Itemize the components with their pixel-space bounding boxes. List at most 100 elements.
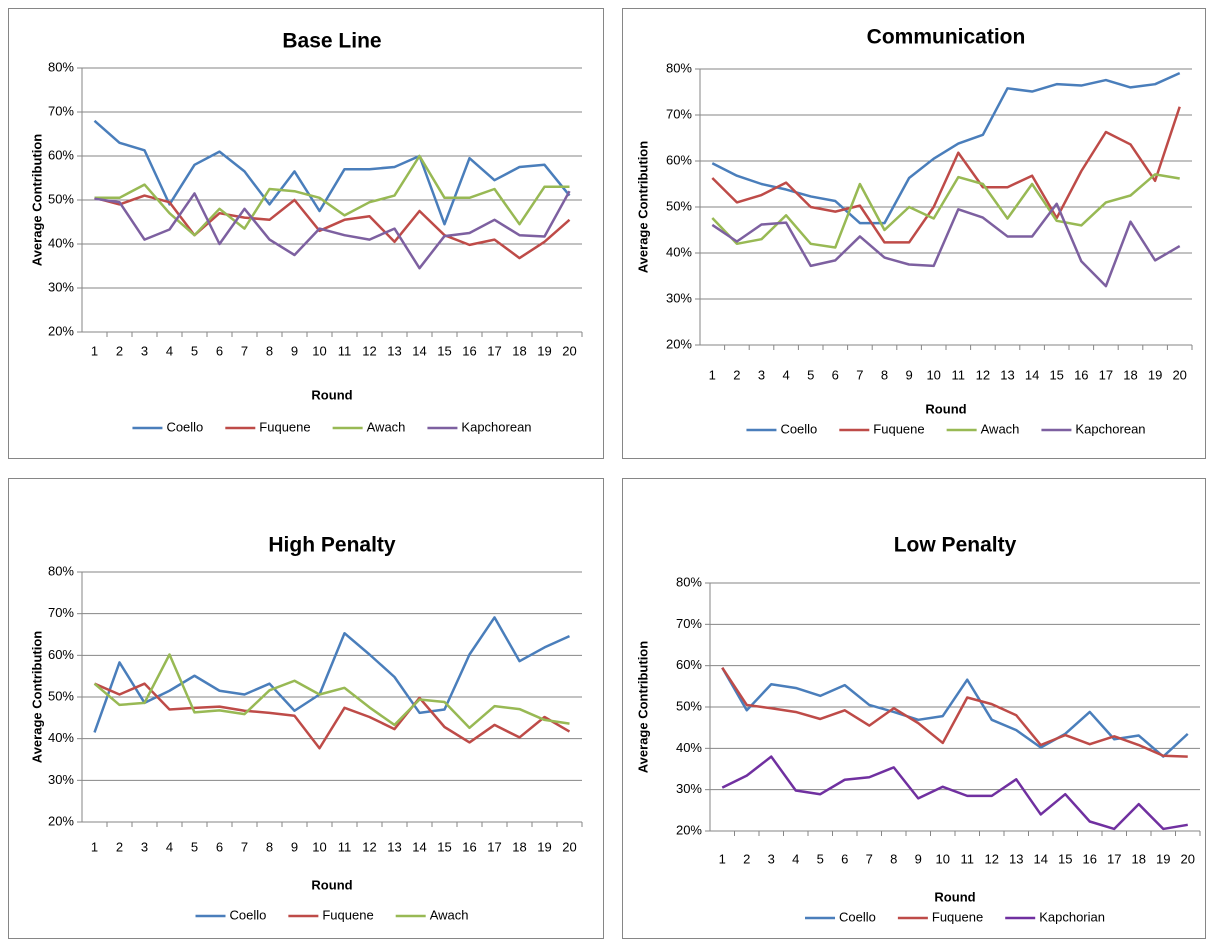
x-tick-label: 19 (1148, 367, 1162, 382)
x-tick-label: 18 (1123, 367, 1137, 382)
y-tick-label: 40% (666, 244, 692, 259)
x-tick-label: 16 (462, 343, 476, 358)
x-tick-label: 2 (116, 839, 123, 854)
x-tick-label: 19 (537, 343, 551, 358)
legend-label: Kapchorean (1075, 421, 1145, 436)
x-tick-label: 11 (338, 343, 352, 358)
x-tick-label: 10 (926, 367, 940, 382)
x-tick-label: 6 (216, 839, 223, 854)
x-tick-label: 11 (338, 839, 352, 854)
x-tick-label: 1 (91, 343, 98, 358)
x-tick-label: 7 (241, 839, 248, 854)
x-tick-label: 10 (936, 851, 950, 866)
x-tick-label: 20 (1181, 851, 1195, 866)
x-tick-label: 2 (733, 367, 740, 382)
x-tick-label: 13 (387, 839, 401, 854)
x-tick-label: 13 (1009, 851, 1023, 866)
x-tick-label: 6 (216, 343, 223, 358)
panel-frame (8, 8, 604, 459)
chart-title: Low Penalty (894, 534, 1017, 557)
y-axis-title: Average Contribution (29, 134, 44, 266)
y-axis-title: Average Contribution (635, 141, 650, 273)
x-tick-label: 16 (1074, 367, 1088, 382)
x-tick-label: 7 (866, 851, 873, 866)
x-tick-label: 4 (792, 851, 799, 866)
legend-label: Coello (230, 907, 267, 922)
x-tick-label: 10 (312, 839, 326, 854)
series-line (94, 682, 571, 750)
series-line (94, 154, 570, 237)
y-tick-label: 50% (666, 198, 692, 213)
x-tick-label: 1 (91, 839, 98, 854)
x-tick-label: 5 (807, 367, 814, 382)
x-tick-label: 20 (1172, 367, 1186, 382)
y-tick-label: 80% (666, 60, 692, 75)
x-tick-label: 20 (562, 839, 576, 854)
series-line (721, 667, 1189, 758)
x-tick-label: 9 (905, 367, 912, 382)
x-tick-label: 15 (1049, 367, 1063, 382)
x-tick-label: 3 (768, 851, 775, 866)
legend-label: Coello (166, 419, 203, 434)
x-tick-label: 4 (166, 343, 173, 358)
y-tick-label: 40% (48, 730, 74, 745)
y-tick-label: 20% (48, 323, 74, 338)
series-line (93, 653, 570, 730)
x-tick-label: 12 (976, 367, 990, 382)
y-tick-label: 80% (676, 574, 702, 589)
x-tick-label: 14 (1034, 851, 1048, 866)
y-tick-label: 40% (676, 740, 702, 755)
legend-label: Fuquene (259, 419, 310, 434)
legend-label: Awach (981, 421, 1020, 436)
x-tick-label: 17 (487, 839, 501, 854)
x-tick-label: 8 (890, 851, 897, 866)
chart-title: High Penalty (268, 534, 396, 557)
series-line (94, 194, 571, 260)
y-tick-label: 40% (48, 235, 74, 250)
x-tick-label: 9 (291, 839, 298, 854)
y-tick-label: 20% (666, 336, 692, 351)
x-tick-label: 18 (512, 343, 526, 358)
x-tick-label: 14 (412, 343, 426, 358)
y-tick-label: 50% (676, 698, 702, 713)
y-axis-title: Average Contribution (635, 641, 650, 773)
legend-label: Fuquene (932, 909, 983, 924)
x-tick-label: 17 (487, 343, 501, 358)
legend-label: Coello (780, 421, 817, 436)
x-axis-title: Round (311, 877, 352, 892)
x-tick-label: 4 (782, 367, 789, 382)
x-tick-label: 1 (709, 367, 716, 382)
x-tick-label: 11 (961, 851, 975, 866)
legend-label: Coello (839, 909, 876, 924)
x-tick-label: 14 (1025, 367, 1039, 382)
x-tick-label: 17 (1107, 851, 1121, 866)
x-tick-label: 8 (881, 367, 888, 382)
y-tick-label: 30% (666, 290, 692, 305)
x-tick-label: 6 (832, 367, 839, 382)
x-tick-label: 10 (312, 343, 326, 358)
x-tick-label: 12 (985, 851, 999, 866)
y-tick-label: 70% (48, 605, 74, 620)
legend-label: Kapchorean (461, 419, 531, 434)
chart-title: Communication (867, 26, 1026, 49)
x-tick-label: 3 (141, 839, 148, 854)
x-axis-title: Round (925, 401, 966, 416)
x-tick-label: 13 (387, 343, 401, 358)
y-tick-label: 70% (676, 616, 702, 631)
x-tick-label: 3 (141, 343, 148, 358)
series-line (711, 202, 1181, 288)
x-tick-label: 2 (116, 343, 123, 358)
series-line (711, 106, 1181, 244)
x-tick-label: 17 (1099, 367, 1113, 382)
legend-label: Fuquene (873, 421, 924, 436)
x-axis-title: Round (311, 387, 352, 402)
x-tick-label: 8 (266, 839, 273, 854)
x-tick-label: 8 (266, 343, 273, 358)
x-tick-label: 11 (952, 367, 966, 382)
x-tick-label: 5 (817, 851, 824, 866)
series-line (711, 71, 1181, 225)
y-tick-label: 70% (666, 106, 692, 121)
legend-label: Awach (367, 419, 406, 434)
series-line (94, 190, 571, 270)
